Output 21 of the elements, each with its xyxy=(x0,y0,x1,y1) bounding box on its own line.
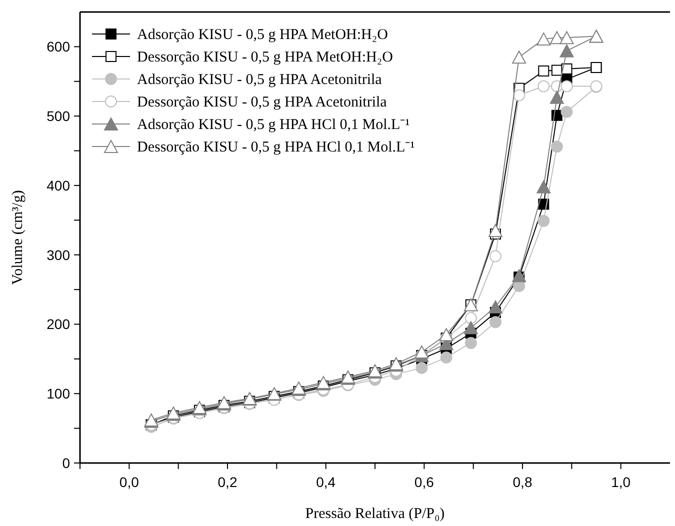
legend-label: Dessorção KISU - 0,5 g HPA MetOH:H₂O xyxy=(137,50,394,66)
y-tick-label: 500 xyxy=(46,108,70,124)
x-tick-label: 0,4 xyxy=(316,474,336,490)
y-tick-label: 400 xyxy=(46,177,70,194)
x-tick-label: 0,2 xyxy=(218,474,238,490)
legend-label: Adsorção KISU - 0,5 g HPA MetOH:H₂O xyxy=(137,27,388,43)
legend-label: Dessorção KISU - 0,5 g HPA Acetonitrila xyxy=(137,94,388,110)
x-tick-label: 0,0 xyxy=(119,474,140,490)
x-axis-title: Pressão Relativa (P/P₀) xyxy=(305,506,445,522)
legend-label: Dessorção KISU - 0,5 g HPA HCl 0,1 Mol.L⁻¹ xyxy=(137,140,415,156)
x-tick-label: 0,8 xyxy=(512,474,532,490)
y-tick-label: 200 xyxy=(46,316,70,332)
legend-label: Adsorção KISU - 0,5 g HPA Acetonitrila xyxy=(137,72,382,88)
y-tick-label: 100 xyxy=(46,386,70,402)
x-tick-label: 1,0 xyxy=(611,474,631,490)
y-tick-label: 600 xyxy=(46,38,70,55)
y-axis-title: Volume (cm³/g) xyxy=(10,190,26,285)
legend-label: Adsorção KISU - 0,5 g HPA HCl 0,1 Mol.L⁻¹ xyxy=(137,117,410,133)
x-tick-label: 0,6 xyxy=(414,474,434,490)
y-tick-label: 300 xyxy=(46,246,70,263)
y-tick-label: 0 xyxy=(62,455,70,471)
